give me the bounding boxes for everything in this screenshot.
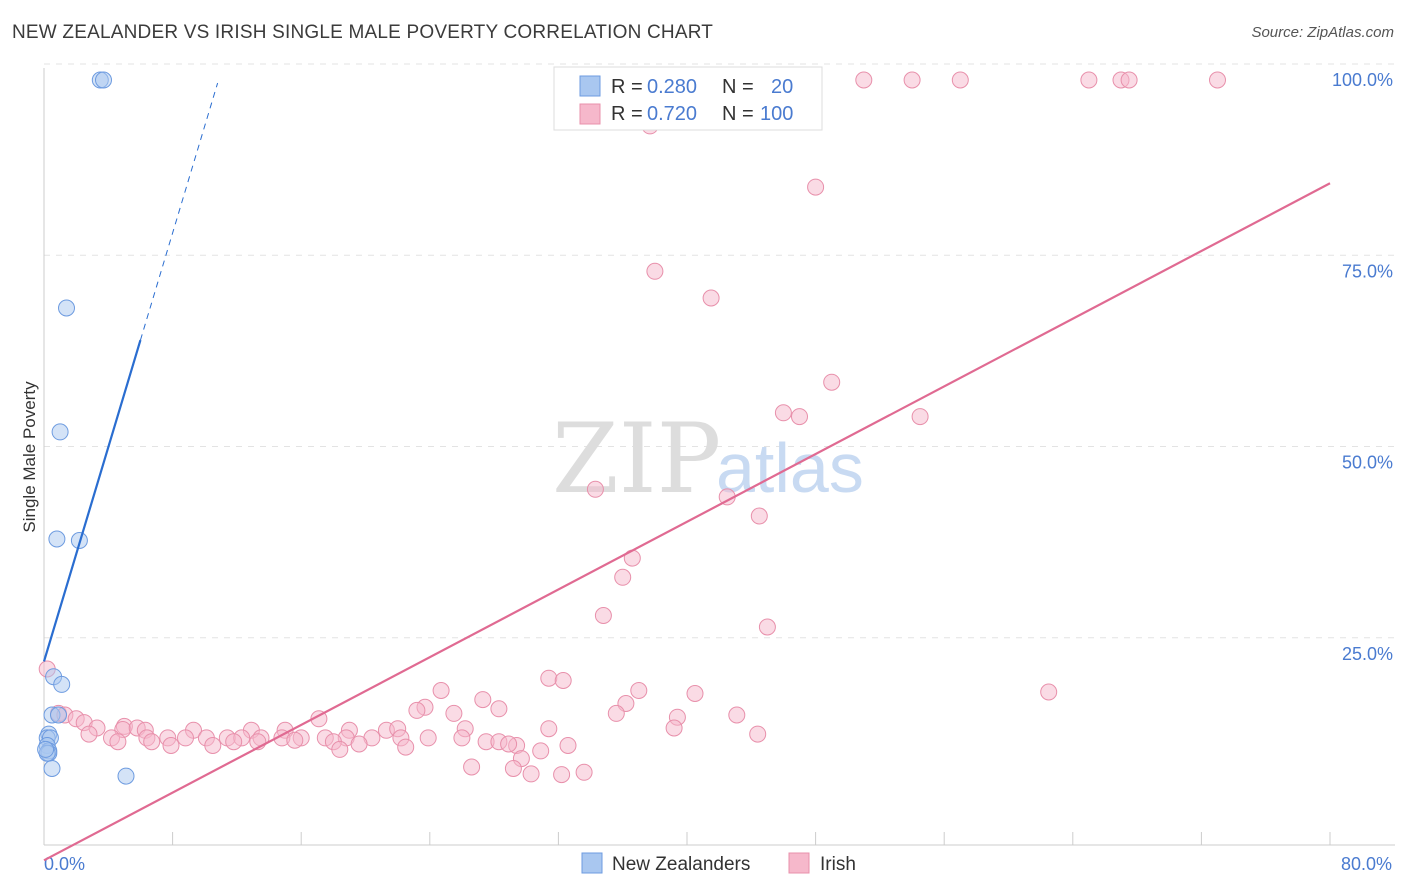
- y-tick-label-3: 100.0%: [1332, 70, 1393, 90]
- y-axis-label: Single Male Poverty: [20, 381, 39, 533]
- point-irish-57: [665, 719, 683, 737]
- x-tick-label-min: 0.0%: [44, 854, 85, 874]
- legend-n-value-nz: 20: [771, 76, 793, 98]
- point-irish-4: [1080, 71, 1098, 89]
- point-irish-29: [686, 685, 704, 702]
- legend-bottom-label-nz: New Zealanders: [612, 854, 750, 875]
- x-tick-label-max: 80.0%: [1341, 854, 1392, 874]
- point-irish-94: [463, 758, 481, 776]
- legend-r-value-nz: 0.280: [647, 76, 697, 98]
- trend-extension-new-zealanders: [139, 82, 219, 341]
- point-irish-63: [177, 729, 194, 747]
- point-irish-81: [143, 733, 161, 751]
- point-new-zealanders-9: [50, 706, 67, 724]
- series-new-zealanders: [37, 71, 135, 785]
- point-irish-10: [646, 262, 664, 280]
- point-irish-74: [419, 729, 437, 747]
- point-irish-88: [350, 735, 368, 753]
- point-irish-80: [109, 733, 127, 751]
- point-irish-82: [162, 737, 180, 754]
- point-irish-22: [758, 618, 776, 636]
- point-irish-89: [397, 738, 415, 756]
- point-irish-86: [286, 731, 304, 749]
- point-irish-59: [80, 725, 98, 743]
- point-new-zealanders-4: [48, 530, 66, 548]
- x-axis-ticks: [43, 832, 1331, 845]
- point-irish-7: [1209, 71, 1226, 89]
- point-irish-24: [1040, 683, 1058, 701]
- legend-bottom-label-irish: Irish: [820, 854, 856, 875]
- point-irish-30: [474, 691, 492, 709]
- trend-lines: [42, 82, 1331, 862]
- point-new-zealanders-2: [58, 299, 75, 317]
- point-irish-37: [728, 706, 746, 724]
- legend-top: R = 0.280 N = 20 R = 0.720 N = 100: [553, 66, 823, 131]
- y-tick-label-2: 75.0%: [1342, 261, 1393, 281]
- point-irish-90: [500, 735, 518, 753]
- source-credit: Source: ZipAtlas.com: [1251, 24, 1394, 41]
- point-irish-3: [951, 71, 969, 89]
- point-irish-33: [490, 700, 508, 718]
- point-irish-11: [702, 289, 720, 307]
- point-irish-98: [575, 763, 593, 781]
- y-tick-label-1: 50.0%: [1342, 453, 1393, 473]
- point-new-zealanders-7: [53, 675, 71, 693]
- point-irish-28: [630, 682, 648, 699]
- point-irish-34: [408, 701, 426, 719]
- point-irish-96: [522, 765, 540, 783]
- point-irish-27: [554, 672, 572, 689]
- point-irish-97: [553, 766, 571, 784]
- legend-n-label-irish: N =: [722, 103, 754, 125]
- trend-line-irish: [43, 182, 1331, 862]
- point-irish-21: [594, 607, 612, 624]
- point-irish-84: [225, 733, 243, 751]
- point-irish-58: [749, 725, 767, 743]
- point-irish-18: [750, 507, 768, 525]
- point-irish-9: [807, 178, 825, 196]
- point-irish-56: [540, 720, 558, 738]
- legend-n-value-irish: 100: [760, 103, 793, 125]
- y-tick-label-0: 25.0%: [1342, 644, 1393, 664]
- point-irish-75: [453, 729, 471, 747]
- point-irish-91: [532, 742, 550, 760]
- point-irish-95: [504, 760, 522, 777]
- point-irish-83: [204, 737, 222, 754]
- point-new-zealanders-18: [43, 760, 61, 777]
- point-irish-1: [855, 71, 873, 89]
- point-irish-6: [1120, 71, 1138, 89]
- y-axis-labels: 25.0% 50.0% 75.0% 100.0%: [1332, 70, 1393, 664]
- point-irish-20: [614, 568, 632, 586]
- point-irish-15: [911, 408, 929, 426]
- trend-line-new-zealanders: [42, 339, 142, 662]
- legend-bottom-swatch-nz: [581, 852, 603, 874]
- legend-r-value-irish: 0.720: [647, 103, 697, 125]
- point-irish-13: [774, 404, 792, 422]
- point-irish-12: [823, 373, 841, 391]
- legend-n-label-nz: N =: [722, 76, 754, 98]
- chart-title: NEW ZEALANDER VS IRISH SINGLE MALE POVER…: [12, 22, 714, 43]
- point-irish-35: [445, 704, 463, 722]
- point-irish-36: [607, 704, 625, 722]
- legend-bottom: New Zealanders Irish: [581, 852, 856, 875]
- point-irish-79: [559, 737, 577, 754]
- legend-r-label-nz: R =: [611, 76, 643, 98]
- point-new-zealanders-19: [117, 767, 135, 785]
- point-new-zealanders-1: [95, 71, 112, 89]
- watermark-zip: ZIP: [552, 403, 721, 515]
- legend-bottom-swatch-irish: [788, 852, 810, 874]
- point-irish-2: [903, 71, 921, 89]
- point-irish-14: [791, 408, 808, 426]
- legend-swatch-irish: [579, 103, 601, 125]
- point-new-zealanders-17: [37, 740, 55, 758]
- point-irish-92: [331, 740, 349, 758]
- point-irish-26: [540, 669, 558, 687]
- point-new-zealanders-3: [51, 423, 69, 441]
- gridlines: [44, 63, 1395, 639]
- point-irish-16: [586, 480, 604, 498]
- legend-swatch-nz: [579, 75, 601, 97]
- legend-r-label-irish: R =: [611, 103, 643, 125]
- point-irish-25: [432, 682, 450, 699]
